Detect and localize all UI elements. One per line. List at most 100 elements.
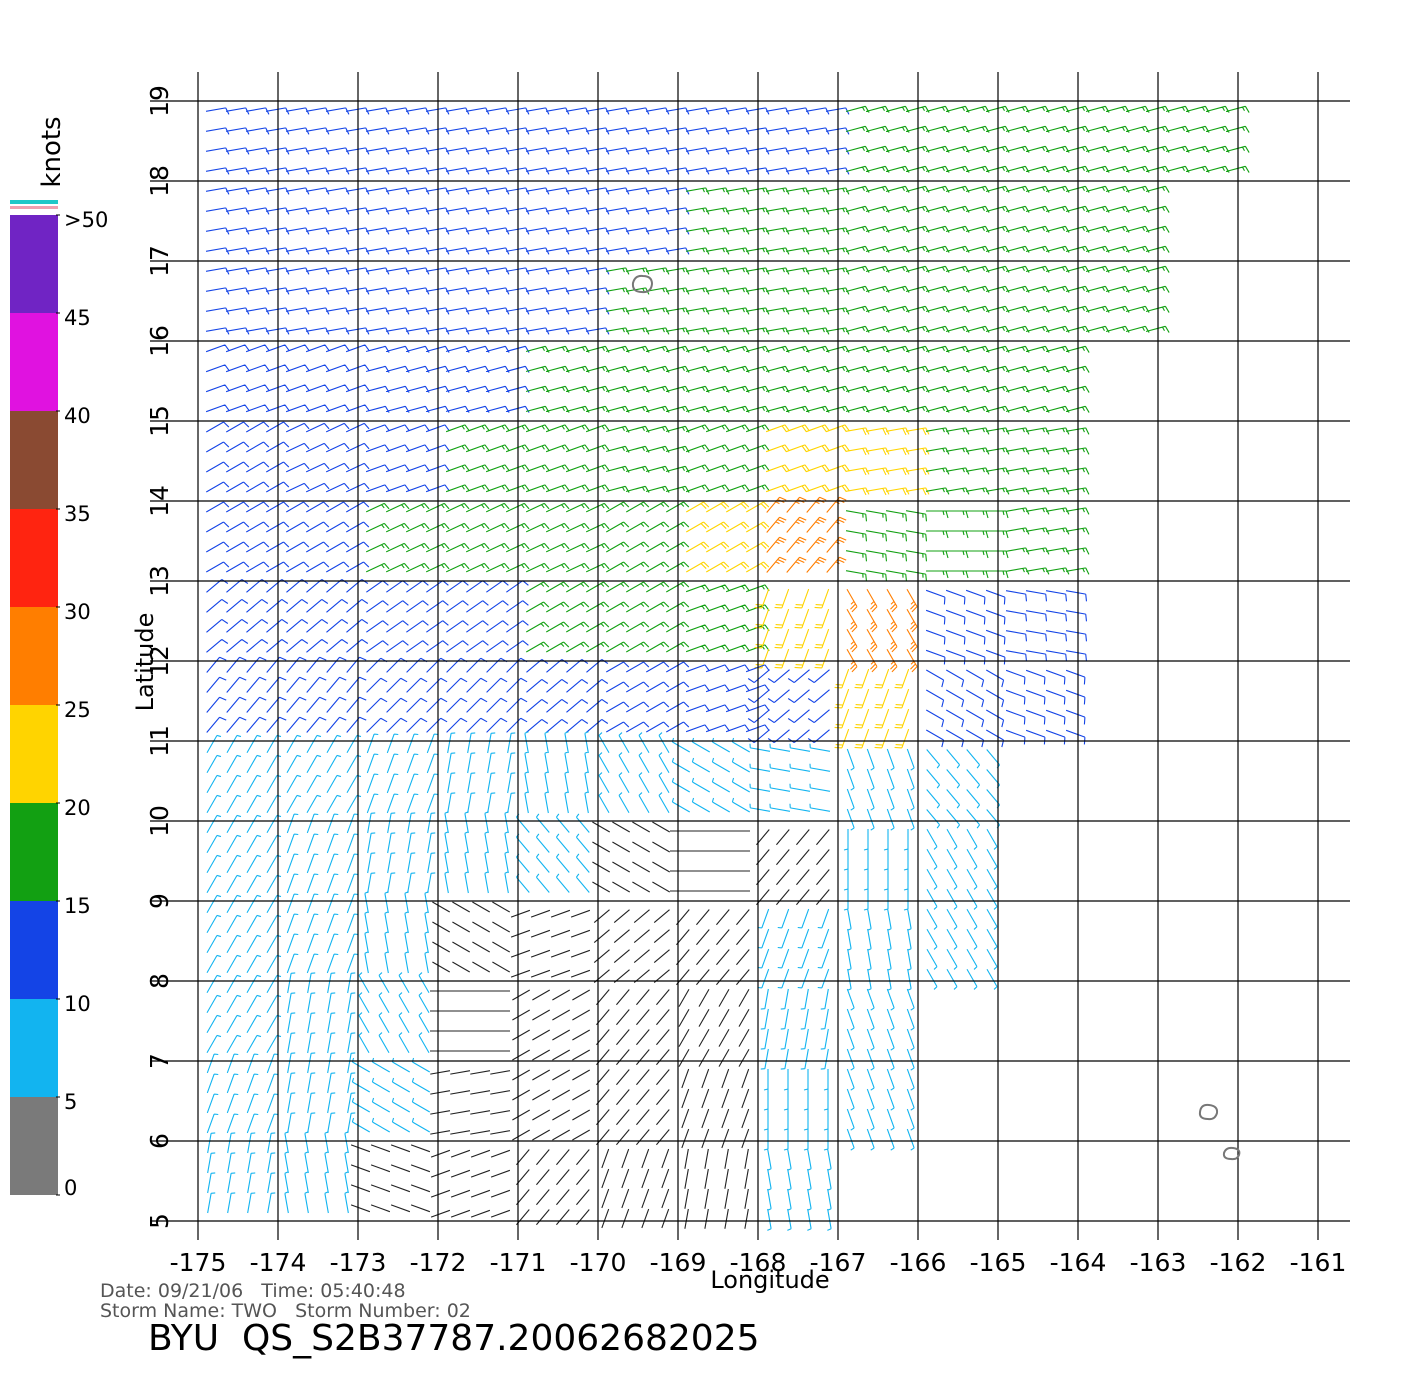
wind-barbs [670, 830, 750, 892]
y-tick-label: 13 [145, 565, 174, 597]
wind-barbs [206, 894, 282, 974]
wind-barbs [207, 1132, 276, 1214]
island [631, 274, 654, 294]
wind-barbs [684, 1148, 749, 1229]
wind-barbs [1085, 105, 1170, 173]
wind-barbs [206, 578, 289, 653]
colorbar-swatch [10, 1097, 58, 1195]
colorbar-label: knots [37, 116, 67, 187]
file-line: BYU QS_S2B37787.20062682025 [148, 1318, 760, 1359]
wind-barbs [284, 1131, 349, 1214]
wind-barbs [447, 732, 516, 814]
colorbar-tick-label: 30 [64, 600, 91, 624]
wind-barbs [446, 657, 528, 733]
wind-barbs [512, 1069, 591, 1141]
colorbar-swatch [10, 803, 58, 901]
wind-barbs [525, 267, 610, 335]
colorbar: 0 5 10 15 20 25 30 35 40 45 >50 [10, 200, 108, 1200]
wind-barbs [1005, 507, 1090, 575]
wind-barbs [445, 107, 530, 175]
wind-barbs [845, 185, 930, 253]
wind-barbs [205, 344, 290, 413]
wind-barbs [206, 656, 287, 733]
wind-barbs [445, 267, 530, 335]
x-tick-label: -173 [330, 1248, 387, 1277]
wind-barbs [605, 107, 690, 175]
wind-barbs [846, 748, 915, 831]
x-tick-label: -165 [970, 1248, 1027, 1277]
wind-barbs [671, 737, 751, 813]
wind-barbs [206, 734, 282, 814]
wind-barbs [205, 107, 290, 175]
x-tick-label: -161 [1290, 1248, 1347, 1277]
wind-barbs [1005, 427, 1090, 495]
colorbar-tick-label: >50 [64, 208, 108, 232]
x-tick-label: -170 [570, 1248, 627, 1277]
colorbar-cap [10, 206, 58, 209]
colorbar-tick-label: 20 [64, 796, 91, 820]
wind-barbs [205, 267, 290, 335]
wind-barbs [596, 989, 670, 1066]
wind-barbs [205, 421, 290, 493]
wind-barbs [845, 510, 928, 582]
y-tick-label: 8 [145, 973, 174, 989]
colorbar-tick-label: 25 [64, 698, 91, 722]
colorbar-swatch [10, 999, 58, 1097]
wind-barbs [205, 187, 290, 255]
wind-barbs [845, 427, 930, 496]
colorbar-tick-label: 0 [64, 1176, 77, 1200]
wind-barbs [763, 1069, 829, 1151]
wind-barbs [747, 669, 830, 744]
colorbar-swatch [10, 215, 58, 313]
wind-barbs [605, 267, 690, 335]
wind-barbs [681, 1068, 750, 1149]
colorbar-tick-label: 45 [64, 306, 91, 330]
colorbar-swatch [10, 313, 58, 411]
wind-barbs [598, 732, 670, 814]
colorbar-tick-label: 10 [64, 992, 91, 1016]
x-tick-label: -168 [730, 1248, 787, 1277]
wind-barbs [205, 501, 290, 573]
wind-barbs [676, 909, 750, 986]
wind-barbs [445, 502, 530, 573]
wind-barbs [365, 267, 450, 335]
wind-barbs [286, 578, 369, 653]
wind-barbs [430, 1070, 511, 1135]
y-tick-label: 9 [145, 893, 174, 909]
wind-barbs [365, 502, 450, 573]
wind-barbs [834, 668, 910, 749]
wind-barbs [366, 733, 439, 814]
wind-barbs [445, 187, 530, 255]
wind-barbs [766, 496, 847, 573]
wind-barbs [925, 185, 1010, 253]
wind-barbs [926, 828, 998, 910]
x-axis-label: Longitude [710, 1266, 829, 1294]
wind-barbs [286, 656, 367, 733]
wind-barbs [925, 105, 1010, 173]
wind-barbs [526, 658, 609, 733]
wind-barbs [765, 424, 850, 493]
wind-barbs [1005, 265, 1090, 333]
wind-barbs [685, 664, 770, 733]
wind-barbs [845, 345, 930, 413]
x-tick-label: -169 [650, 1248, 707, 1277]
wind-barbs [846, 1068, 915, 1151]
x-tick-label: -163 [1130, 1248, 1187, 1277]
wind-barbs [592, 821, 671, 893]
wind-barbs [596, 1069, 670, 1146]
x-tick-label: -162 [1210, 1248, 1267, 1277]
wind-barbs [286, 734, 362, 814]
wind-barbs [351, 1057, 431, 1133]
wind-barbs [1085, 185, 1170, 253]
wind-barbs [445, 424, 530, 493]
wind-barbs [846, 588, 918, 673]
wind-barbs [846, 988, 915, 1071]
wind-barbs [446, 580, 529, 653]
colorbar-swatch [10, 509, 58, 607]
wind-barbs [605, 345, 690, 413]
island [1198, 1103, 1219, 1121]
y-tick-label: 12 [145, 645, 174, 677]
y-tick-label: 5 [145, 1213, 174, 1229]
wind-barbs [206, 814, 282, 894]
